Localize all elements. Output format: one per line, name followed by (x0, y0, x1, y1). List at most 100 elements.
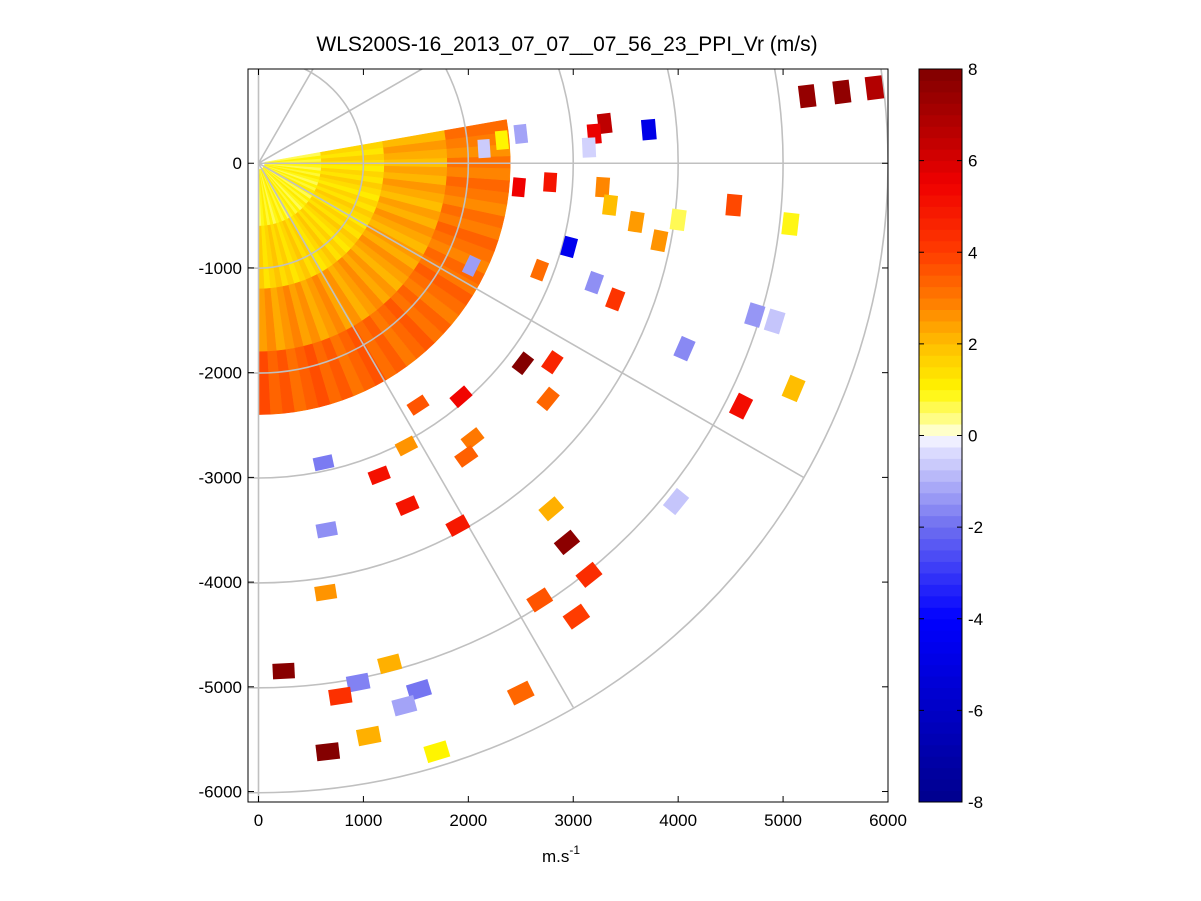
data-cell (602, 194, 619, 216)
data-cell (763, 308, 786, 335)
data-cell (575, 561, 603, 588)
polar-grid (248, 69, 888, 802)
colorbar-step (919, 103, 962, 116)
data-cell (367, 465, 391, 486)
data-cell (627, 210, 645, 234)
colorbar-step (919, 263, 962, 276)
colorbar-step (919, 458, 962, 471)
colorbar-step (919, 698, 962, 711)
colorbar-step (919, 69, 962, 81)
x-tick-label: 0 (254, 811, 263, 830)
colorbar-step (919, 710, 962, 723)
colorbar-step (919, 217, 962, 230)
data-cell (394, 435, 419, 457)
data-cell (581, 137, 597, 158)
data-cell (423, 740, 451, 764)
colorbar-step (919, 252, 962, 265)
data-cell (744, 302, 766, 328)
data-cell (460, 427, 485, 451)
data-cell (596, 112, 613, 135)
colorbar-step (919, 527, 962, 540)
colorbar-step (919, 653, 962, 666)
colorbar-tick-label: 8 (968, 60, 977, 79)
data-cell (513, 123, 529, 145)
data-cell (553, 529, 581, 556)
colorbar: 8 6 4 2 0 -2 -4 -6 -8 (918, 60, 983, 812)
colorbar-step (919, 630, 962, 643)
colorbar-step (919, 492, 962, 505)
data-cell (673, 335, 696, 362)
colorbar-tick-label: -8 (968, 793, 983, 812)
colorbar-step (919, 137, 962, 150)
data-cell (511, 177, 526, 198)
chart-title: WLS200S-16_2013_07_07__07_56_23_PPI_Vr (… (316, 33, 817, 56)
data-cell (315, 521, 338, 539)
data-cell (315, 742, 341, 762)
colorbar-tick-label: 0 (968, 427, 977, 446)
colorbar-step (919, 183, 962, 196)
data-cell (345, 672, 371, 693)
radial-spoke (258, 69, 424, 164)
colorbar-step (919, 286, 962, 299)
x-tick-label: 1000 (344, 811, 382, 830)
data-cell (377, 653, 403, 675)
colorbar-step (919, 424, 962, 436)
colorbar-step (919, 320, 962, 333)
colorbar-tick-label: 6 (968, 152, 977, 171)
colorbar-ticks: 8 6 4 2 0 -2 -4 -6 -8 (919, 60, 983, 812)
data-cell (445, 514, 471, 537)
data-cell (543, 172, 558, 193)
colorbar-step (919, 641, 962, 654)
colorbar-step (919, 435, 962, 448)
data-cell (562, 603, 591, 630)
colorbar-step (919, 561, 962, 574)
colorbar-step (919, 160, 962, 173)
colorbar-step (919, 172, 962, 185)
data-cell (650, 229, 669, 253)
data-cell (541, 350, 564, 375)
data-cell (781, 212, 800, 236)
radial-spoke (258, 162, 805, 479)
colorbar-step (919, 607, 962, 620)
colorbar-step (919, 309, 962, 322)
data-cell (526, 587, 554, 613)
x-axis: 0 1000 2000 3000 4000 5000 6000 (254, 69, 907, 830)
colorbar-step (919, 366, 962, 379)
colorbar-step (919, 298, 962, 311)
colorbar-step (919, 584, 962, 597)
plot-frame (247, 68, 889, 803)
colorbar-step (919, 790, 962, 803)
colorbar-step (919, 618, 962, 631)
data-cell (584, 270, 605, 295)
data-cell (454, 445, 479, 468)
data-cell (395, 495, 420, 517)
y-tick-label: -6000 (199, 783, 242, 802)
colorbar-step (919, 80, 962, 93)
data-cell (728, 392, 754, 420)
data-cell (449, 385, 473, 409)
y-tick-label: -4000 (199, 573, 242, 592)
colorbar-step (919, 767, 962, 780)
colorbar-step (919, 401, 962, 414)
colorbar-tick-label: -4 (968, 610, 983, 629)
colorbar-step (919, 355, 962, 368)
x-tick-label: 4000 (659, 811, 697, 830)
data-cell (461, 254, 482, 277)
data-cell (560, 235, 579, 259)
y-tick-label: -1000 (199, 259, 242, 278)
colorbar-step (919, 114, 962, 127)
colorbar-tick-label: -2 (968, 518, 983, 537)
colorbar-tick-label: 4 (968, 243, 977, 262)
plot-area (247, 68, 889, 803)
y-tick-label: -2000 (199, 364, 242, 383)
colorbar-step (919, 744, 962, 757)
colorbar-step (919, 779, 962, 792)
data-cell (781, 374, 806, 403)
colorbar-step (919, 572, 962, 585)
colorbar-step (919, 378, 962, 391)
data-cell (391, 694, 418, 717)
colorbar-step (919, 206, 962, 219)
data-cell (864, 75, 885, 101)
colorbar-step (919, 515, 962, 528)
colorbar-step (919, 91, 962, 104)
